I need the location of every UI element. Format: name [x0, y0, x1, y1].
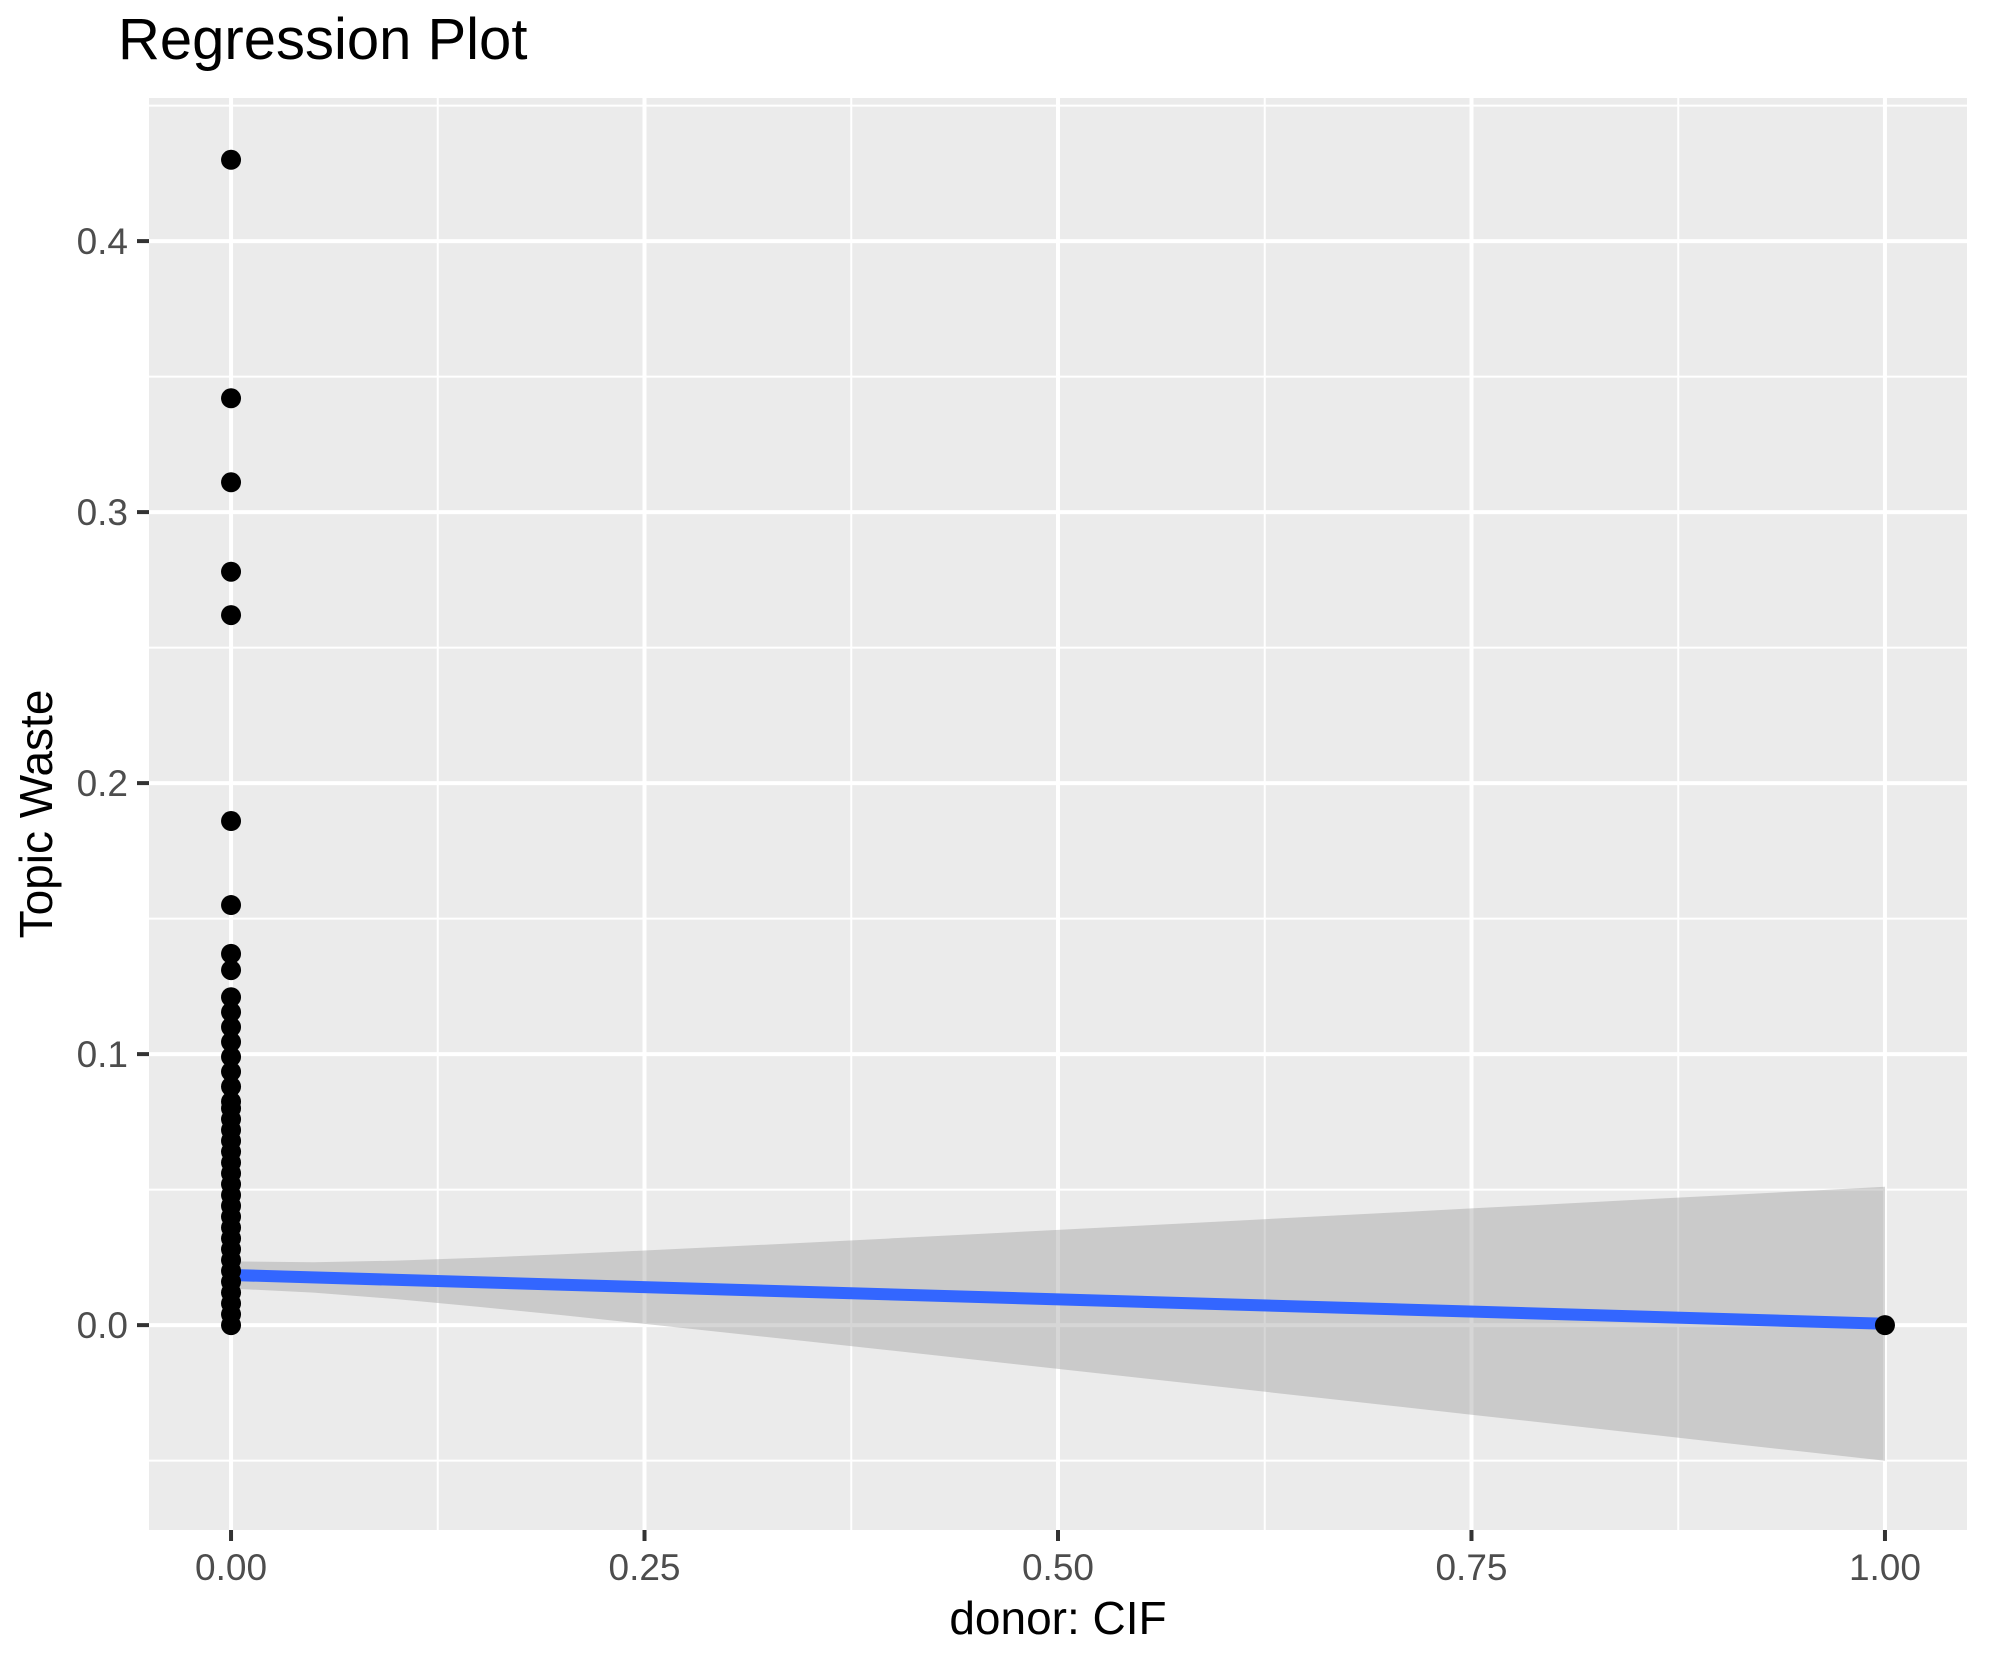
x-axis-title: donor: CIF: [949, 1592, 1166, 1644]
y-tick-label: 0.0: [77, 1305, 128, 1346]
data-point: [221, 1061, 242, 1082]
data-point: [221, 472, 242, 493]
x-tick-label: 1.00: [1849, 1547, 1921, 1588]
regression-line: [230, 1268, 1886, 1330]
data-point: [221, 1315, 242, 1336]
x-tick-label: 0.00: [195, 1547, 267, 1588]
data-point: [221, 943, 242, 964]
data-point: [221, 1031, 242, 1052]
data-point: [221, 1046, 242, 1067]
data-point: [221, 1017, 242, 1038]
data-point: [221, 811, 242, 832]
data-point: [221, 960, 242, 981]
y-tick-label: 0.2: [77, 763, 128, 804]
y-axis-title: Topic Waste: [10, 690, 62, 939]
data-point: [221, 987, 242, 1008]
y-tick-label: 0.3: [77, 492, 128, 533]
data-point: [221, 1002, 242, 1023]
y-tick-label: 0.1: [77, 1034, 128, 1075]
x-tick-label: 0.25: [609, 1547, 681, 1588]
x-tick-label: 0.75: [1435, 1547, 1507, 1588]
data-point: [221, 1076, 242, 1097]
data-point: [1874, 1315, 1895, 1336]
data-point: [221, 149, 242, 170]
x-tick-label: 0.50: [1022, 1547, 1094, 1588]
confidence-ribbon: [231, 1186, 1885, 1461]
data-point: [221, 895, 242, 916]
data-point: [221, 388, 242, 409]
data-point: [221, 561, 242, 582]
y-tick-label: 0.4: [77, 221, 128, 262]
plot-title: Regression Plot: [118, 7, 528, 72]
data-point: [221, 605, 242, 626]
